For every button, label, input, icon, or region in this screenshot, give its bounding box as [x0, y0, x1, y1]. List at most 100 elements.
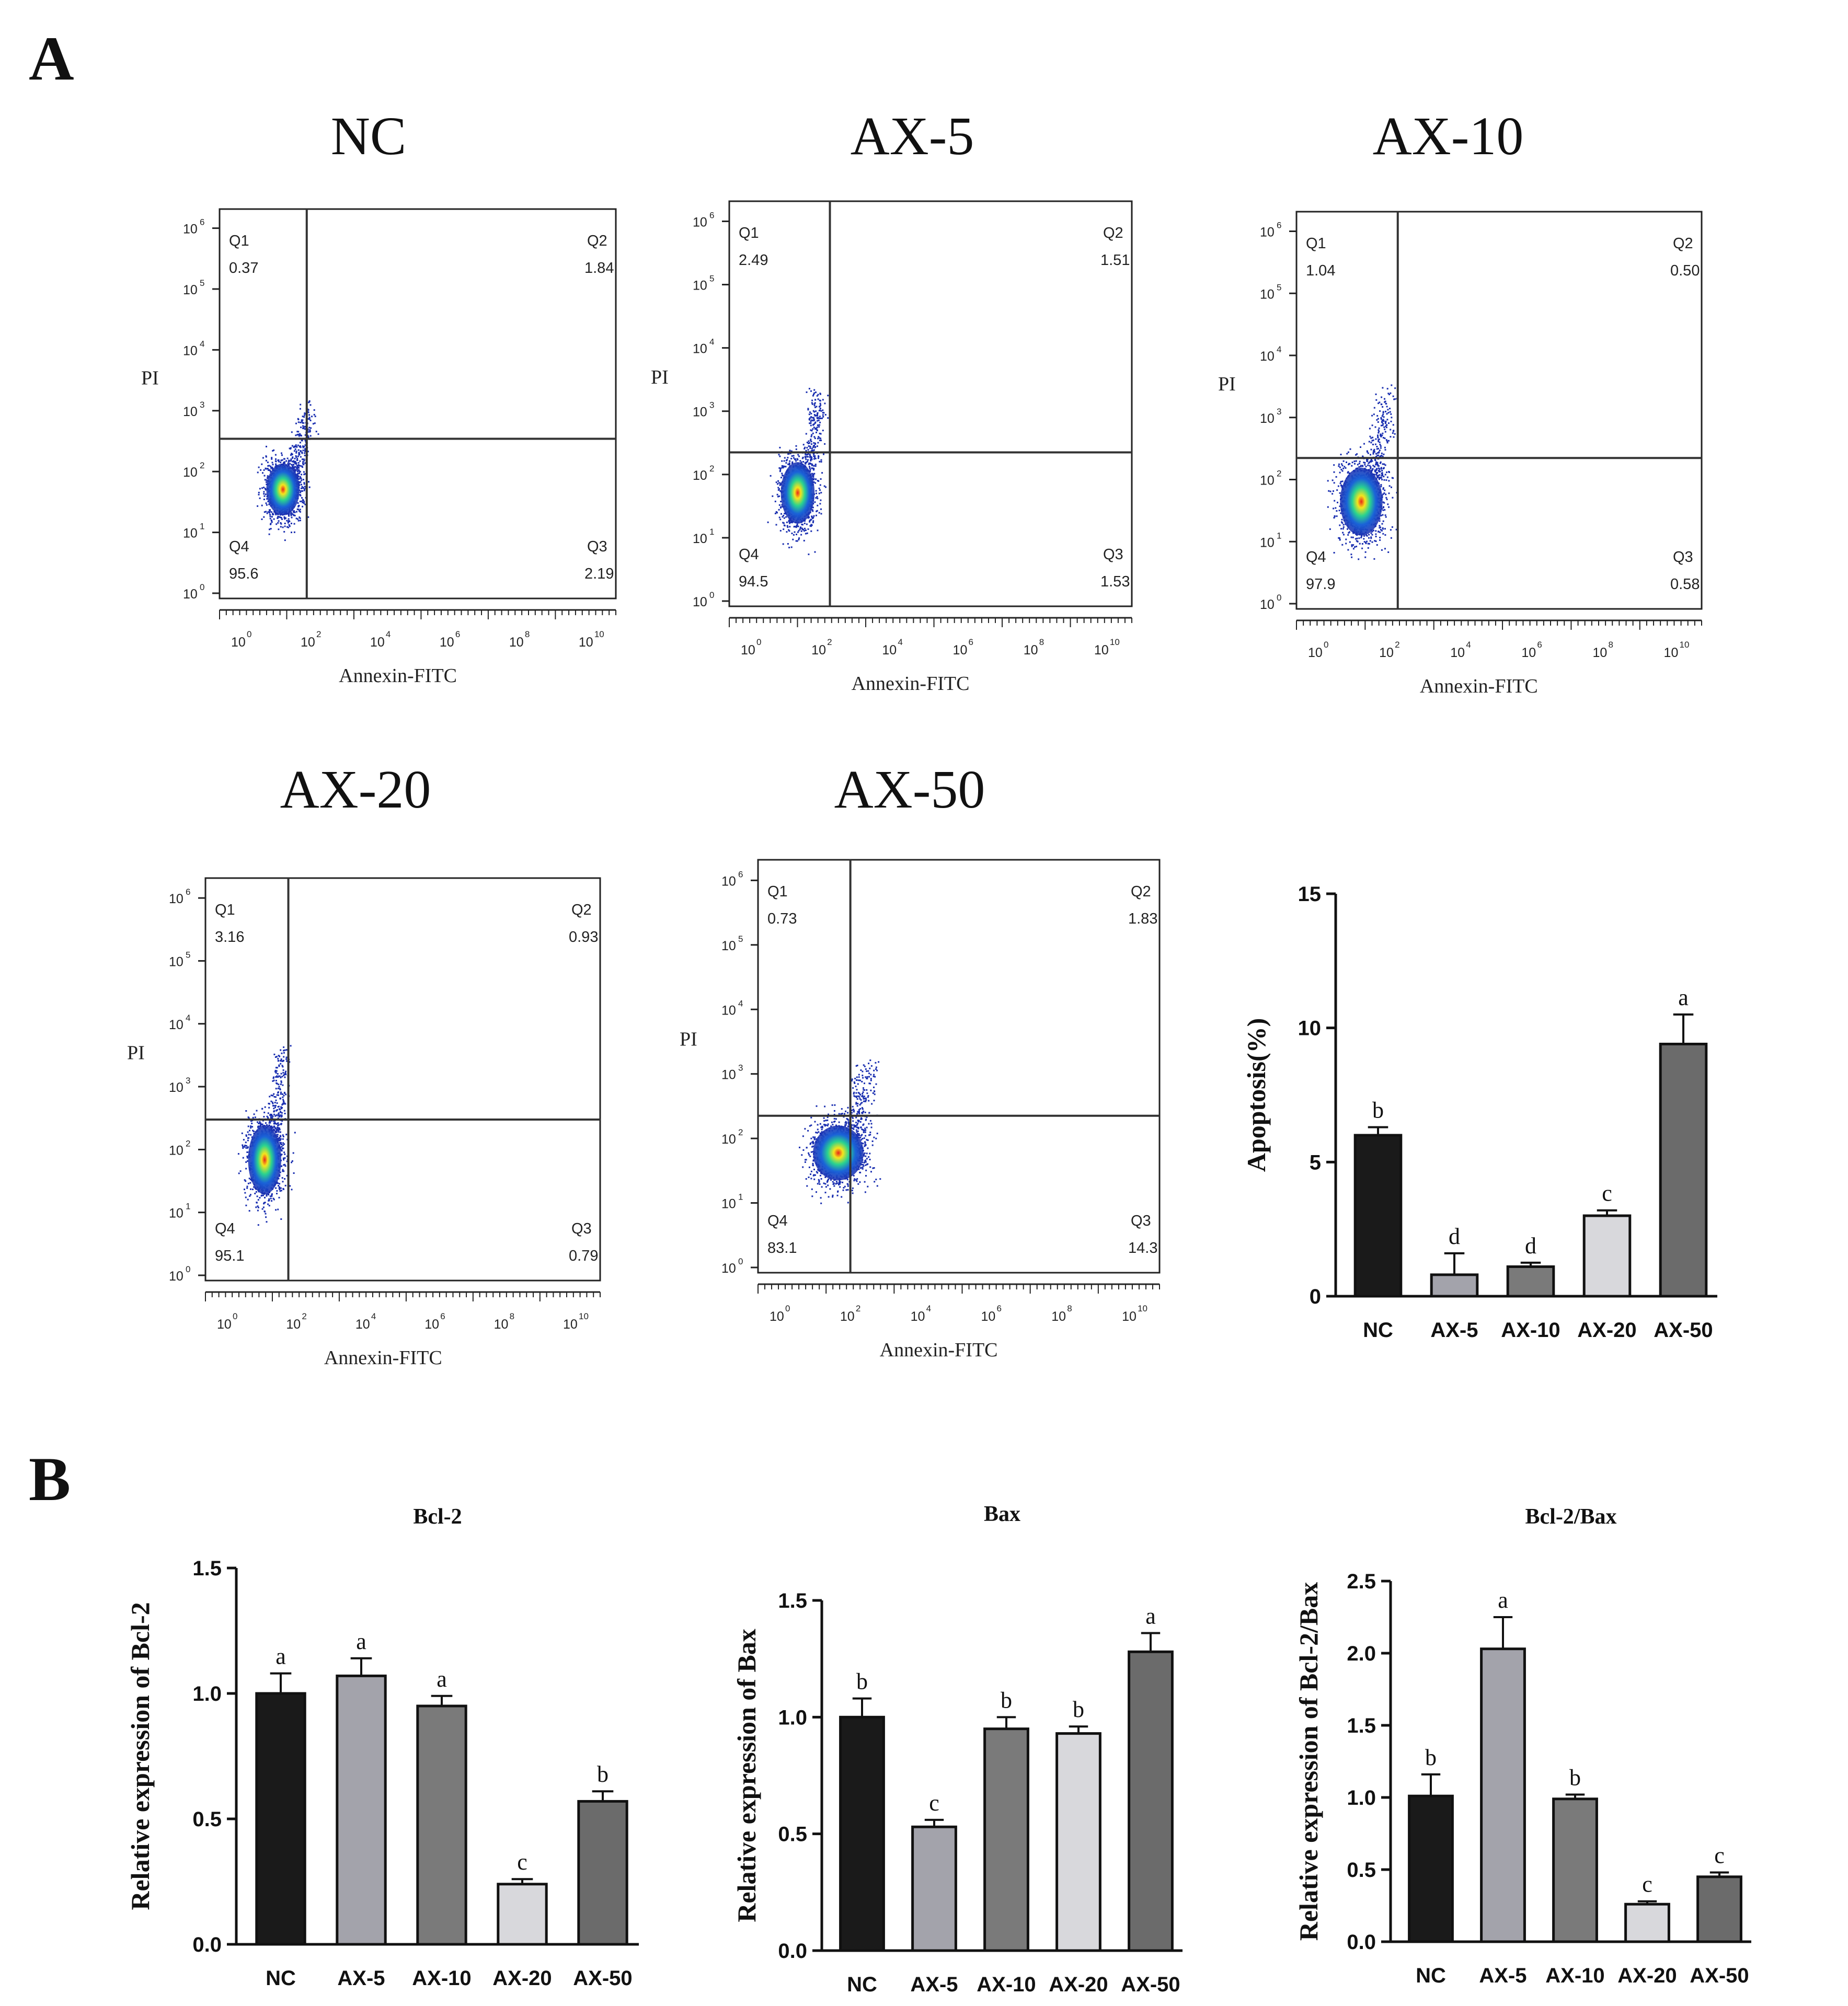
event-dot	[1379, 539, 1381, 541]
q4-value: 95.6	[229, 566, 258, 582]
event-dot	[300, 488, 302, 489]
event-dot	[271, 1115, 273, 1117]
event-dot	[297, 462, 300, 464]
event-dot	[820, 440, 822, 442]
event-dot	[262, 457, 264, 459]
event-dot	[1358, 537, 1360, 539]
event-dot	[1375, 472, 1378, 475]
event-dot	[810, 530, 812, 532]
event-dot	[1339, 524, 1341, 526]
event-dot	[302, 461, 304, 463]
event-dot	[290, 513, 292, 515]
event-dot	[295, 422, 297, 424]
event-dot	[1382, 533, 1384, 535]
y-tick-exp: 5	[1277, 282, 1281, 292]
event-dot	[1383, 479, 1385, 481]
event-dot	[272, 1094, 274, 1097]
event-dot	[256, 1202, 258, 1204]
event-dot	[310, 427, 312, 429]
event-dot	[277, 1073, 279, 1075]
event-dot	[819, 432, 821, 434]
event-dot	[300, 421, 302, 423]
event-dot	[1363, 541, 1365, 543]
event-dot	[282, 526, 284, 528]
event-dot	[817, 398, 819, 400]
event-dot	[270, 511, 272, 513]
event-dot	[262, 1120, 264, 1122]
event-dot	[1385, 493, 1387, 495]
event-dot	[1381, 523, 1383, 525]
event-dot	[819, 440, 821, 442]
density-core	[780, 462, 815, 524]
event-dot	[795, 445, 797, 447]
event-dot	[814, 399, 817, 401]
event-dot	[282, 1170, 284, 1172]
event-dot	[1347, 549, 1349, 551]
event-dot	[273, 1126, 275, 1128]
event-dot	[288, 520, 290, 522]
event-dot	[809, 454, 811, 456]
event-dot	[1375, 461, 1377, 463]
event-dot	[241, 1132, 243, 1134]
event-dot	[278, 1178, 280, 1180]
event-dot	[1390, 537, 1392, 539]
event-dot	[249, 1194, 251, 1196]
event-dot	[312, 423, 314, 425]
event-dot	[296, 466, 299, 468]
event-dot	[284, 523, 286, 524]
event-dot	[266, 1124, 268, 1126]
event-dot	[814, 421, 817, 423]
event-dot	[278, 1083, 280, 1086]
event-dot	[290, 448, 292, 450]
event-dot	[277, 522, 279, 524]
event-dot	[1376, 448, 1378, 450]
event-dot	[815, 490, 817, 492]
event-dot	[278, 1137, 280, 1139]
event-dot	[1390, 429, 1392, 431]
event-dot	[1371, 414, 1373, 417]
event-dot	[1382, 411, 1384, 413]
event-dot	[1383, 502, 1385, 504]
event-dot	[297, 502, 299, 504]
event-dot	[1378, 427, 1380, 429]
event-dot	[819, 503, 821, 505]
event-dot	[283, 1052, 285, 1054]
event-dot	[788, 462, 790, 464]
event-dot	[1327, 506, 1329, 508]
event-dot	[798, 538, 800, 540]
y-tick-base: 10	[693, 405, 707, 420]
event-dot	[1333, 508, 1335, 510]
event-dot	[307, 429, 309, 431]
event-dot	[1381, 452, 1383, 454]
event-dot	[1380, 447, 1382, 449]
event-dot	[781, 460, 783, 462]
event-dot	[804, 522, 806, 524]
event-dot	[248, 1117, 250, 1119]
event-dot	[778, 516, 780, 518]
event-dot	[1370, 454, 1371, 456]
event-dot	[1347, 528, 1348, 530]
event-dot	[1372, 439, 1374, 441]
event-dot	[266, 1193, 268, 1195]
event-dot	[1385, 497, 1387, 499]
x-tick-exp: 6	[455, 629, 460, 639]
event-dot	[1341, 544, 1344, 546]
event-dot	[295, 517, 297, 520]
event-dot	[1375, 530, 1377, 532]
event-dot	[810, 450, 812, 452]
event-dot	[286, 520, 288, 522]
event-dot	[247, 1125, 249, 1127]
event-dot	[780, 482, 782, 484]
event-dot	[809, 467, 811, 469]
event-dot	[283, 462, 285, 464]
event-dot	[290, 512, 292, 514]
event-dot	[277, 459, 279, 462]
event-dot	[1390, 436, 1392, 438]
event-dot	[811, 472, 813, 475]
event-dot	[791, 455, 793, 457]
event-dot	[259, 1121, 261, 1123]
event-dot	[309, 429, 311, 431]
event-dot	[1381, 420, 1383, 421]
event-dot	[274, 454, 277, 456]
